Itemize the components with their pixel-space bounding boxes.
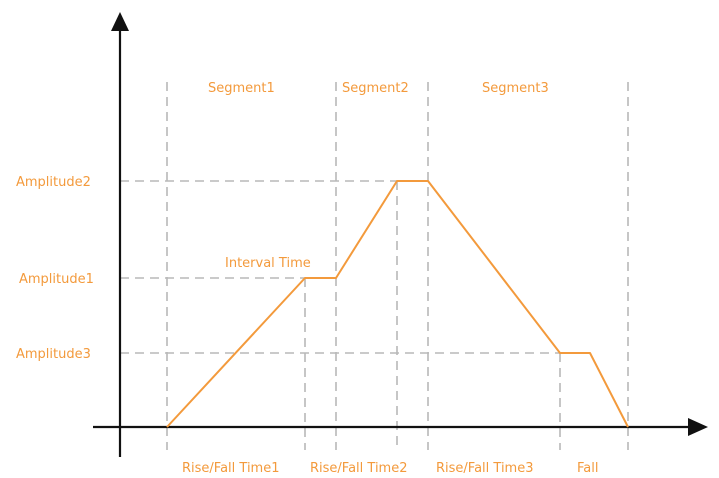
fall-label: Fall xyxy=(577,461,598,476)
waveform-line xyxy=(166,180,629,428)
segment2-label: Segment2 xyxy=(342,81,409,96)
x-axis-arrow-icon xyxy=(688,418,708,436)
interval-time-label: Interval Time xyxy=(225,256,311,271)
segment3-label: Segment3 xyxy=(482,81,549,96)
segment1-label: Segment1 xyxy=(208,81,275,96)
y-axis-arrow-icon xyxy=(111,12,129,31)
rise-fall-time1-label: Rise/Fall Time1 xyxy=(182,461,280,476)
amplitude3-label: Amplitude3 xyxy=(16,347,91,362)
amplitude1-label: Amplitude1 xyxy=(19,272,94,287)
rise-fall-time2-label: Rise/Fall Time2 xyxy=(310,461,408,476)
rise-fall-time3-label: Rise/Fall Time3 xyxy=(436,461,534,476)
amplitude2-label: Amplitude2 xyxy=(16,175,91,190)
